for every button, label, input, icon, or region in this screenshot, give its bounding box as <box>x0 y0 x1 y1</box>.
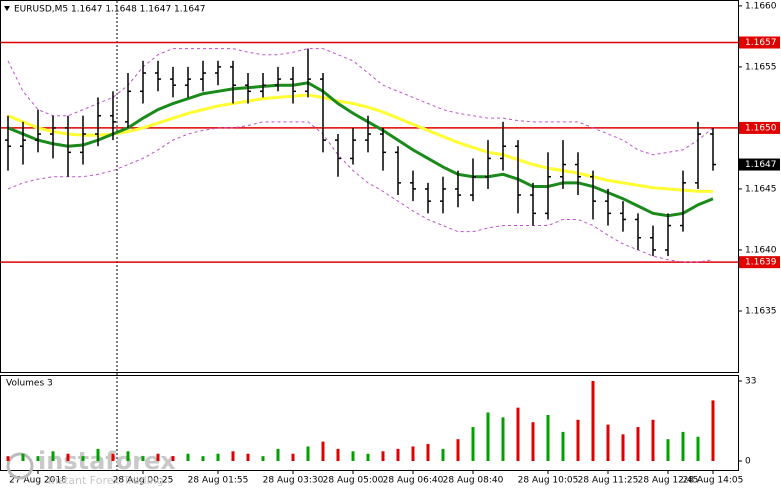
y-tick-label: 1.1660 <box>745 1 777 11</box>
volume-bar <box>546 414 550 461</box>
chart-title: EURUSD,M5 1.1647 1.1648 1.1647 1.1647 <box>14 5 206 15</box>
volume-bar <box>96 448 100 461</box>
volume-bar <box>531 422 535 461</box>
envelope-line <box>7 121 714 263</box>
level-label-box <box>739 36 780 49</box>
volume-bar <box>156 453 160 461</box>
volume-bar <box>471 427 475 461</box>
volume-bar <box>36 456 40 461</box>
x-tick-label: 28 Aug 05:00 <box>323 476 384 486</box>
volume-bar <box>501 417 505 461</box>
envelope-line <box>7 48 714 156</box>
x-tick-label: 28 Aug 12:45 <box>638 476 699 486</box>
volume-bar <box>651 419 655 461</box>
x-tick-label: 28 Aug 00:25 <box>113 476 174 486</box>
volume-bar <box>516 407 520 461</box>
volume-bar <box>576 419 580 461</box>
watermark: instaforex Instant Forex Trading <box>6 447 176 487</box>
volume-bar <box>411 446 415 461</box>
moving-average <box>7 93 713 193</box>
y-tick-label: 1.1640 <box>745 245 777 255</box>
x-tick-label: 28 Aug 14:05 <box>683 476 744 486</box>
volume-bar <box>621 434 625 461</box>
level-label-box <box>739 121 780 134</box>
volume-bar <box>666 439 670 461</box>
volume-bar <box>291 453 295 461</box>
volume-bar <box>456 439 460 461</box>
volume-bar <box>201 456 205 461</box>
volume-bar <box>321 441 325 461</box>
volume-bar <box>6 456 10 461</box>
current-price-box <box>739 158 780 171</box>
header-arrow <box>4 6 10 11</box>
logo-icon <box>6 452 34 480</box>
volume-bar <box>141 456 145 461</box>
x-tick-label: 28 Aug 06:40 <box>383 476 444 486</box>
volume-bar <box>366 453 370 461</box>
volume-bar <box>306 446 310 461</box>
y-tick-label: 1.1635 <box>745 306 777 316</box>
x-tick-label: 28 Aug 11:25 <box>578 476 639 486</box>
volume-bar <box>51 451 55 461</box>
volume-bar <box>561 431 565 461</box>
volume-bar <box>396 448 400 461</box>
volume-bar <box>336 448 340 461</box>
logo-tagline: Instant Forex Trading <box>48 474 164 487</box>
y-tick-label: 1.1645 <box>745 184 777 194</box>
current-price-label: 1.1647 <box>745 160 777 170</box>
volume-panel <box>0 375 739 471</box>
moving-average <box>7 81 714 218</box>
volume-bar <box>681 431 685 461</box>
volume-bar <box>81 456 85 461</box>
volume-bar <box>66 453 70 461</box>
volume-bar <box>486 412 490 461</box>
level-label: 1.1657 <box>745 38 777 48</box>
volume-bar <box>696 436 700 461</box>
volume-tick-label: 33 <box>745 377 756 387</box>
logo-brand: instaforex <box>38 447 176 475</box>
volume-bar <box>171 456 175 461</box>
volume-bar <box>21 453 25 461</box>
x-tick-label: 28 Aug 01:55 <box>188 476 249 486</box>
x-tick-label: 27 Aug 2018 <box>9 476 67 486</box>
volume-tick-label: 0 <box>745 457 751 467</box>
level-label: 1.1650 <box>745 123 777 133</box>
x-tick-label: 28 Aug 08:40 <box>443 476 504 486</box>
volume-bar <box>246 453 250 461</box>
volume-bar <box>231 451 235 461</box>
volume-bar <box>441 448 445 461</box>
volume-bar <box>711 400 715 461</box>
level-label: 1.1639 <box>745 258 777 268</box>
volume-bar <box>216 453 220 461</box>
volume-bar <box>591 381 595 461</box>
volume-bar <box>276 448 280 461</box>
volume-bar <box>126 451 130 461</box>
volume-title: Volumes 3 <box>6 379 53 389</box>
volume-bar <box>636 427 640 461</box>
price-panel <box>0 0 739 373</box>
volume-bar <box>351 451 355 461</box>
x-tick-label: 28 Aug 03:30 <box>263 476 324 486</box>
volume-bar <box>606 424 610 461</box>
level-label-box <box>739 256 780 269</box>
volume-bar <box>261 456 265 461</box>
volume-bar <box>186 453 190 461</box>
volume-bar <box>426 444 430 461</box>
volume-bar <box>111 453 115 461</box>
volume-bar <box>381 451 385 461</box>
x-tick-label: 28 Aug 10:05 <box>518 476 579 486</box>
y-tick-label: 1.1655 <box>745 62 777 72</box>
